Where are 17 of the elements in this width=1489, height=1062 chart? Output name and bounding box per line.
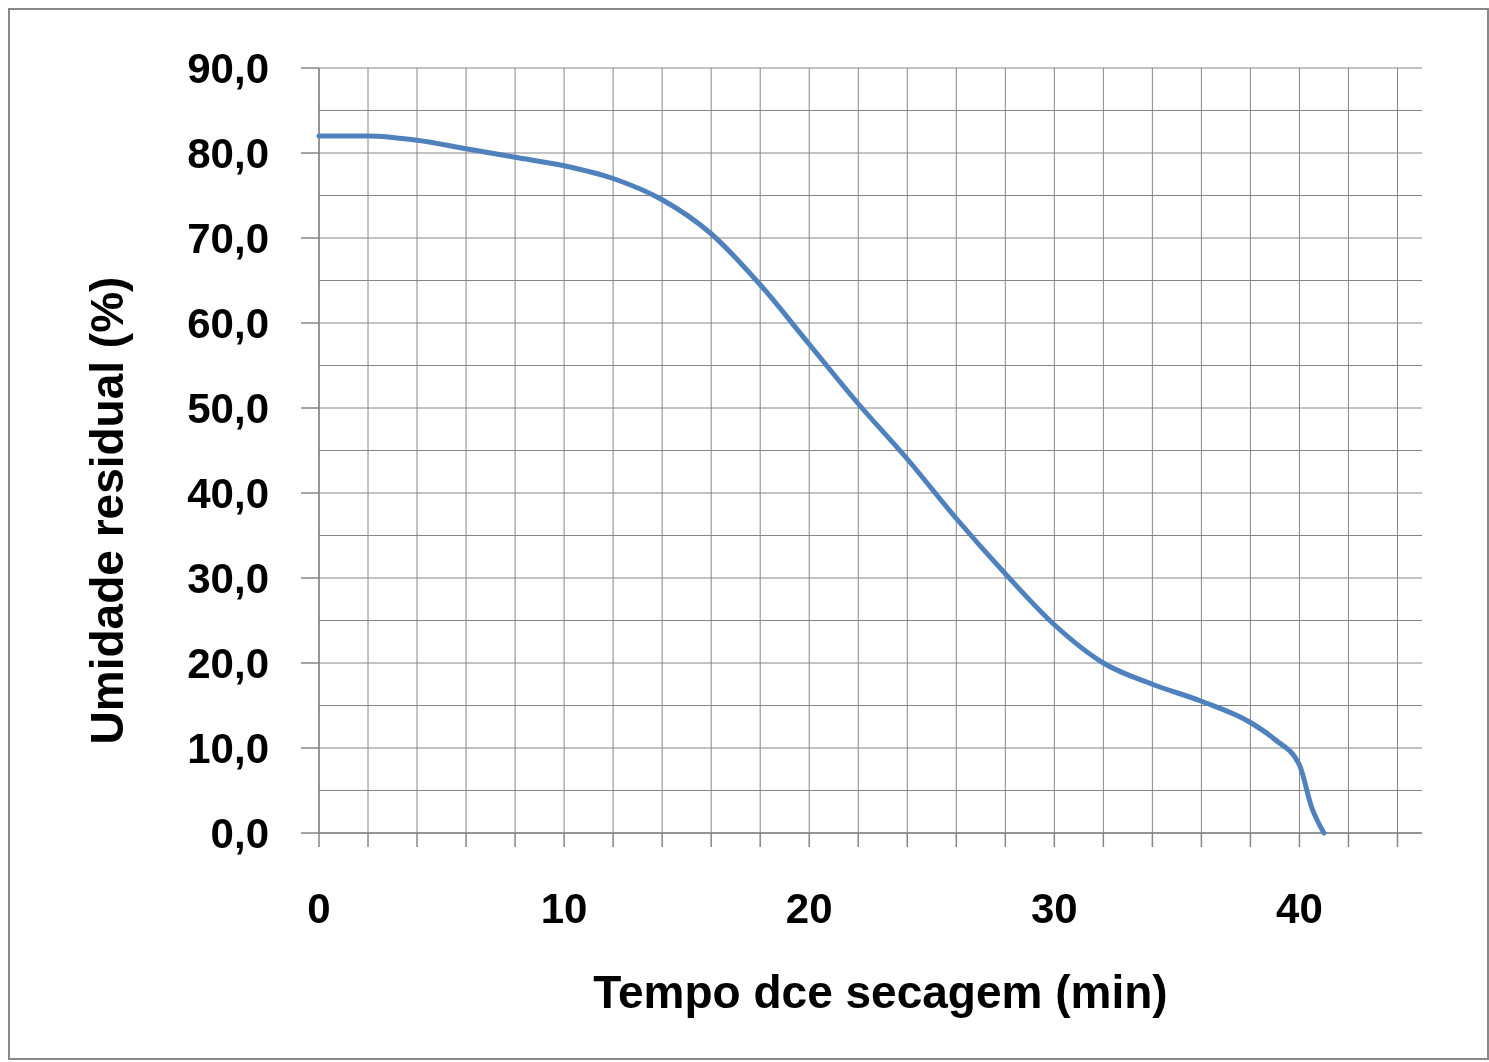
y-tick-label: 60,0 (187, 299, 269, 347)
x-tick-label: 40 (1276, 885, 1323, 932)
y-tick-label: 20,0 (187, 639, 269, 687)
x-tick-label: 30 (1030, 885, 1078, 932)
y-tick-label: 70,0 (187, 214, 269, 262)
y-tick-label: 10,0 (187, 724, 269, 772)
y-tick-label: 50,0 (187, 384, 269, 432)
y-tick-label: 90,0 (187, 44, 269, 92)
x-tick-label: 10 (540, 885, 588, 932)
y-tick-label: 0,0 (210, 809, 269, 857)
x-tick-label: 0 (307, 885, 331, 932)
y-tick-label: 30,0 (187, 554, 269, 602)
y-tick-label: 40,0 (187, 469, 269, 517)
y-tick-label: 80,0 (187, 129, 269, 177)
x-tick-label: 20 (785, 885, 833, 932)
x-axis-title: Tempo dce secagem (min) (593, 966, 1168, 1018)
y-axis-title: Umidade residual (%) (81, 276, 133, 745)
